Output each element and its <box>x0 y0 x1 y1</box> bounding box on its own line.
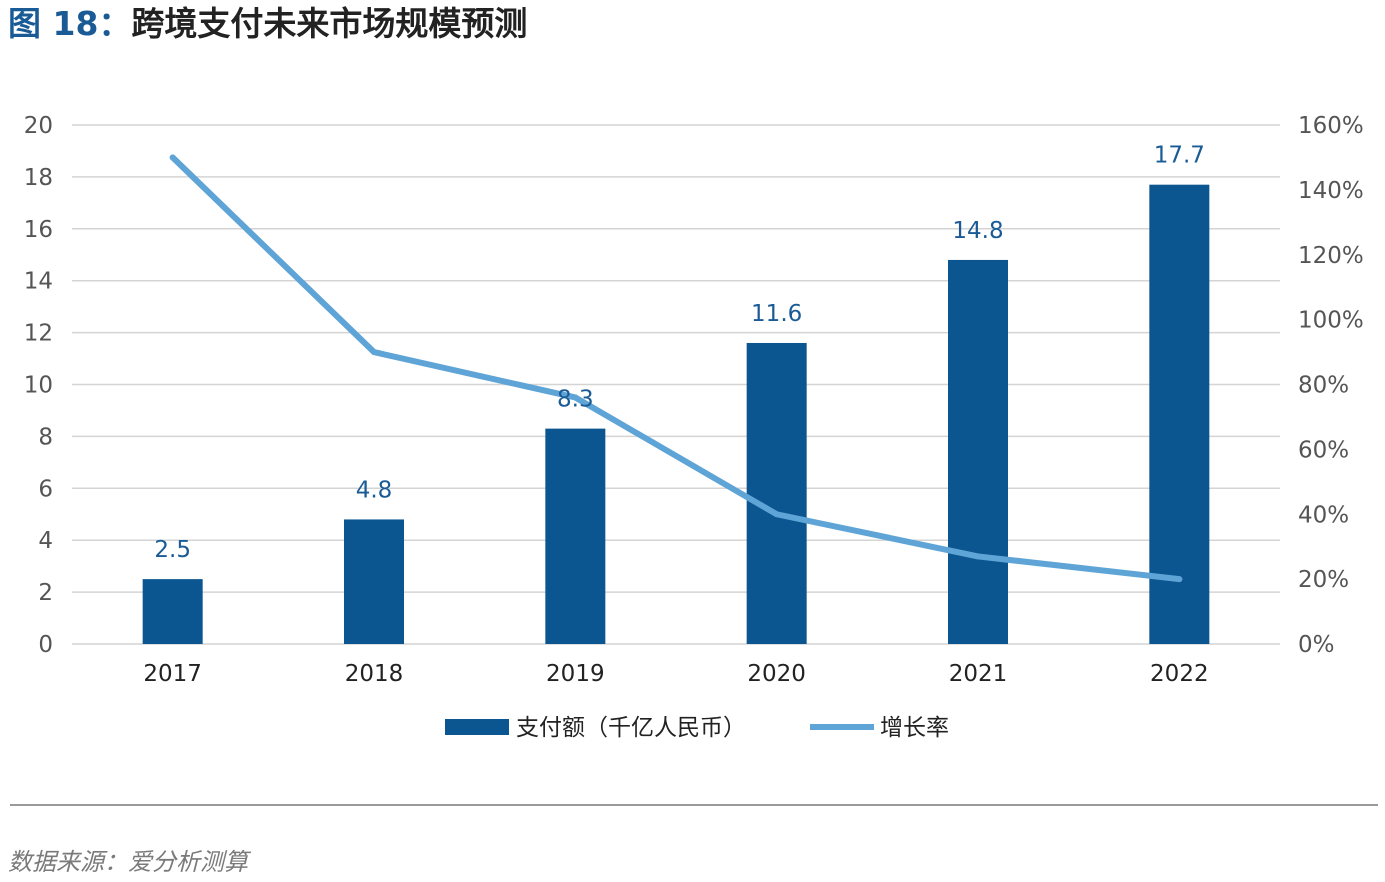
bar-data-label: 8.3 <box>557 387 594 413</box>
figure-number: 图 18： <box>8 4 132 43</box>
x-tick-label: 2022 <box>1150 661 1209 687</box>
y-left-tick-label: 20 <box>24 113 53 139</box>
y-left-tick-label: 4 <box>38 528 53 554</box>
x-axis: 2017 2018 2019 2020 2021 2022 <box>143 661 1208 687</box>
line-point <box>975 553 981 560</box>
divider <box>10 804 1378 806</box>
x-tick-label: 2019 <box>546 661 605 687</box>
data-labels: 2.5 4.8 8.3 11.6 14.8 17.7 <box>154 143 1205 563</box>
y-left-tick-label: 14 <box>24 269 53 295</box>
legend-swatch-bar <box>445 719 509 735</box>
figure-title: 图 18：跨境支付未来市场规模预测 <box>8 2 527 46</box>
bar-data-label: 11.6 <box>751 301 802 327</box>
left-axis: 0 2 4 6 8 10 12 14 16 18 20 <box>24 113 53 658</box>
y-right-tick-label: 20% <box>1298 567 1349 593</box>
y-left-tick-label: 12 <box>24 321 53 347</box>
y-right-tick-label: 100% <box>1298 308 1364 334</box>
line-point <box>773 511 780 518</box>
bar <box>1149 184 1210 644</box>
y-right-tick-label: 120% <box>1298 243 1364 269</box>
figure-title-text: 跨境支付未来市场规模预测 <box>131 4 528 43</box>
line-point <box>169 154 176 161</box>
source-note: 数据来源：爱分析测算 <box>8 848 248 876</box>
grid-lines <box>72 124 1280 645</box>
x-tick-label: 2018 <box>345 661 404 687</box>
y-right-tick-label: 160% <box>1298 113 1364 139</box>
bar <box>948 259 1008 644</box>
bar-data-label: 14.8 <box>952 218 1003 244</box>
bar <box>344 519 404 644</box>
line-point <box>1176 576 1183 583</box>
y-right-tick-label: 80% <box>1298 373 1349 399</box>
y-right-tick-label: 0% <box>1298 632 1335 658</box>
bar-data-label: 17.7 <box>1154 143 1205 169</box>
growth-rate-line <box>169 154 1183 583</box>
x-tick-label: 2020 <box>747 661 806 687</box>
bar <box>545 428 606 644</box>
y-left-tick-label: 0 <box>38 632 53 658</box>
y-left-tick-label: 8 <box>38 424 53 450</box>
combo-chart: 0 2 4 6 8 10 12 14 16 18 20 0% 20% 40% 60% 80% 100% 120%… <box>24 113 1364 741</box>
bar-data-label: 4.8 <box>356 477 393 503</box>
line-point <box>371 349 377 356</box>
y-left-tick-label: 10 <box>24 373 53 399</box>
y-left-tick-label: 2 <box>38 580 53 606</box>
y-right-tick-label: 40% <box>1298 502 1349 528</box>
right-axis: 0% 20% 40% 60% 80% 100% 120% 140% 160% <box>1298 113 1364 658</box>
line-point <box>572 394 579 401</box>
y-left-tick-label: 6 <box>38 476 53 502</box>
y-left-tick-label: 16 <box>24 217 53 243</box>
y-right-tick-label: 140% <box>1298 178 1364 204</box>
bar-data-label: 2.5 <box>154 537 191 563</box>
y-right-tick-label: 60% <box>1298 437 1349 463</box>
bar-series <box>142 184 1210 644</box>
line-series <box>169 154 1183 583</box>
y-left-tick-label: 18 <box>24 165 53 191</box>
bar <box>746 342 807 644</box>
x-tick-label: 2021 <box>949 661 1008 687</box>
legend-label-bar: 支付额（千亿人民币） <box>516 715 746 741</box>
legend-label-line: 增长率 <box>880 715 949 741</box>
x-tick-label: 2017 <box>143 661 202 687</box>
legend: 支付额（千亿人民币） 增长率 <box>445 715 949 741</box>
bar <box>142 579 203 644</box>
